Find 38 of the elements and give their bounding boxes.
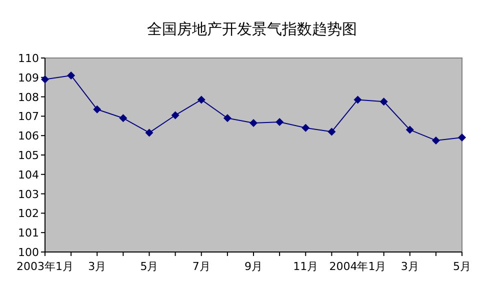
y-tick-label: 102 — [18, 207, 39, 220]
point — [171, 111, 180, 120]
chart-title: 全国房地产开发景气指数趋势图 — [147, 20, 357, 38]
point — [67, 71, 76, 80]
y-tick-label: 106 — [18, 130, 39, 143]
point — [223, 114, 232, 122]
x-tick-label: 11月 — [293, 260, 318, 273]
point — [119, 114, 128, 122]
point — [328, 128, 336, 136]
x-tick-label: 2004年1月 — [329, 260, 386, 273]
y-tick-label: 100 — [18, 246, 39, 259]
point — [458, 134, 466, 142]
point — [197, 96, 206, 104]
x-tick-label: 2003年1月 — [16, 260, 74, 273]
x-tick-label: 9月 — [244, 260, 262, 273]
point — [145, 128, 154, 137]
point — [41, 75, 49, 84]
point — [302, 124, 310, 132]
point — [250, 118, 258, 127]
point — [432, 136, 440, 144]
y-tick-label: 103 — [18, 188, 39, 201]
y-tick-label: 108 — [18, 90, 39, 104]
x-tick-label: 3月 — [400, 260, 419, 273]
y-tick-label: 109 — [18, 71, 39, 84]
point — [93, 105, 102, 114]
point — [276, 118, 284, 126]
point — [354, 96, 362, 104]
y-tick-label: 101 — [18, 226, 39, 240]
point — [406, 126, 414, 134]
point — [380, 98, 388, 106]
y-tick-label: 110 — [18, 52, 39, 65]
x-tick-label: 3月 — [88, 260, 106, 273]
y-tick-label: 104 — [18, 168, 39, 182]
x-tick-label: 5月 — [453, 260, 471, 273]
y-tick-label: 105 — [18, 149, 39, 162]
x-tick-label: 5月 — [140, 260, 158, 273]
y-tick-label: 107 — [18, 110, 39, 124]
x-tick-label: 7月 — [192, 260, 210, 273]
